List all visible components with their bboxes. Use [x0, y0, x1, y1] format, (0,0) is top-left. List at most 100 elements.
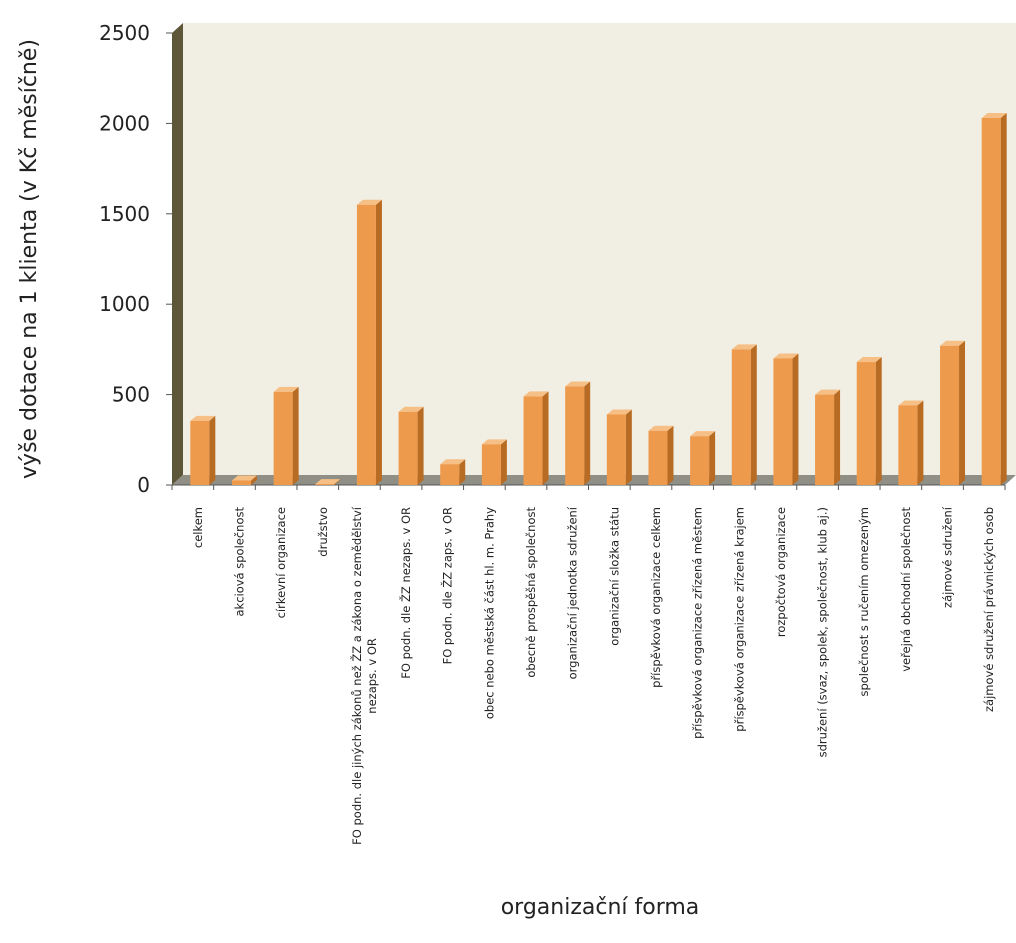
bar-top [981, 112, 1007, 118]
bar-top [690, 431, 716, 437]
bar-side [584, 381, 591, 485]
bar-front [940, 345, 960, 485]
y-tick-label: 0 [137, 473, 150, 497]
bar [273, 386, 299, 485]
bar-side [1000, 112, 1007, 485]
x-tick-label: církevní organizace [274, 507, 288, 618]
bar [606, 409, 632, 485]
bar-top [773, 353, 799, 359]
bar-side [917, 400, 924, 485]
bar-side [667, 425, 674, 485]
bar-front [648, 430, 668, 485]
y-tick-label: 2000 [99, 111, 150, 135]
bar-side [375, 199, 382, 485]
bar [731, 344, 757, 485]
bar-side [750, 344, 757, 485]
bar-side [334, 479, 341, 485]
x-axis-title: organizační forma [501, 895, 700, 920]
back-wall [172, 23, 1016, 485]
bar-top [398, 406, 424, 412]
bar-top [565, 381, 591, 387]
x-tick-label-line: nezaps. v OR [365, 638, 379, 714]
x-tick-label: akciová společnost [232, 507, 246, 617]
bar-top [523, 391, 549, 397]
bar-side [417, 406, 424, 485]
bar-front [523, 396, 543, 485]
bar [481, 439, 507, 485]
bar-top [356, 199, 382, 205]
bar [190, 415, 216, 485]
y-axis-ticks: 0 500 1000 1500 2000 2500 [99, 21, 1006, 497]
x-tick-label: organizační jednotka sdružení [566, 506, 580, 679]
bar-front [565, 386, 585, 485]
bar [898, 400, 924, 485]
x-tick-label-line: FO podn. dle jiných zákonů než ŽZ a záko… [349, 506, 364, 845]
bar-side [250, 475, 257, 485]
bar-side [792, 353, 799, 485]
bar-side [500, 439, 507, 485]
bar-front [356, 204, 376, 485]
bar-front [731, 349, 751, 485]
bar-top [898, 400, 924, 406]
bar-top [440, 459, 466, 465]
x-tick-label: zájmové sdružení [941, 506, 955, 608]
bar-top [315, 479, 341, 485]
left-wall [172, 23, 183, 485]
x-tick-label: organizační složka státu [607, 507, 621, 646]
x-tick-label: obecně prospěšná společnost [524, 507, 538, 678]
bar [356, 199, 382, 485]
x-tick-label: příspěvková organizace zřízená krajem [732, 507, 746, 732]
bar-front [481, 444, 501, 485]
x-tick-label: příspěvková organizace celkem [649, 507, 663, 688]
bar-top [815, 389, 841, 395]
bar [231, 475, 257, 485]
bar-front [856, 362, 876, 485]
bar-front [690, 436, 710, 485]
bar-side [292, 386, 299, 485]
x-tick-label: FO podn. dle ŽZ nezaps. v OR [398, 507, 413, 679]
bar-side [209, 415, 216, 485]
x-tick-label: rozpočtová organizace [774, 507, 788, 637]
x-tick-label: družstvo [316, 507, 330, 557]
bar [815, 389, 841, 485]
bar-side [459, 459, 466, 485]
bar-front [398, 411, 418, 485]
bar [690, 431, 716, 485]
y-tick-label: 500 [112, 383, 150, 407]
bar-top [481, 439, 507, 445]
y-tick-label: 2500 [99, 21, 150, 45]
bar-front [440, 464, 460, 485]
x-axis-labels: celkem akciová společnost církevní organiz… [191, 506, 996, 845]
bar-front [231, 480, 251, 485]
x-tick-label: celkem [191, 507, 205, 548]
bar-top [731, 344, 757, 350]
bar-front [981, 117, 1001, 485]
bar-side [834, 389, 841, 485]
bar [773, 353, 799, 485]
bar-front [315, 484, 335, 485]
bar [981, 112, 1007, 485]
bar-side [709, 431, 716, 485]
bar [940, 340, 966, 485]
bar [856, 357, 882, 485]
bar-top [856, 357, 882, 363]
bar-front [773, 358, 793, 485]
bar [315, 479, 341, 485]
bar-side [959, 340, 966, 485]
y-tick-label: 1000 [99, 292, 150, 316]
floor [172, 475, 1016, 485]
bar-side [875, 357, 882, 485]
x-tick-label: příspěvková organizace zřízená městem [691, 507, 705, 739]
bar-front [190, 420, 210, 485]
bar [440, 459, 466, 485]
bar-top [231, 475, 257, 481]
bar-top [648, 425, 674, 431]
x-tick-label: FO podn. dle jiných zákonů než ŽZ a záko… [349, 506, 379, 845]
bar [398, 406, 424, 485]
x-tick-label: obec nebo městská část hl. m. Prahy [482, 507, 496, 719]
bar-side [542, 391, 549, 485]
y-axis-title: výše dotace na 1 klienta (v Kč měsíčně) [17, 39, 42, 479]
bars [190, 112, 1007, 485]
bar [565, 381, 591, 485]
